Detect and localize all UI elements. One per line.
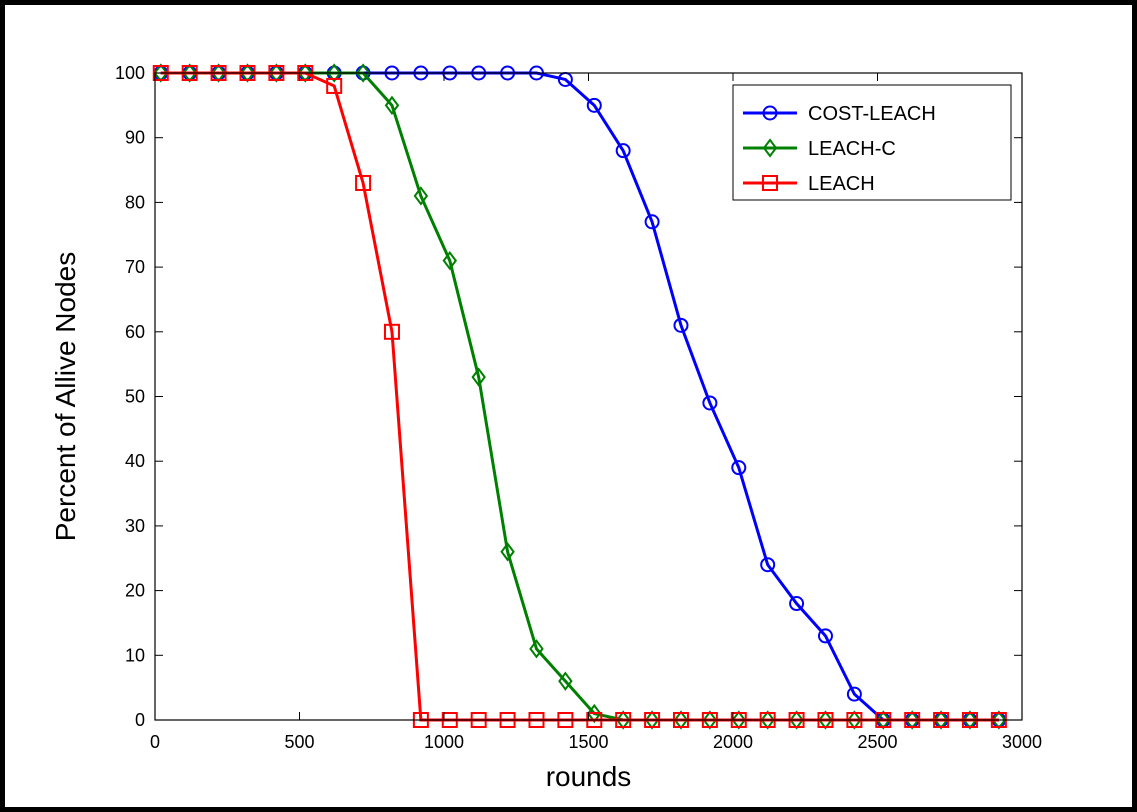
data-point [587, 703, 602, 724]
y-tick-label: 100 [115, 63, 145, 83]
data-point [326, 77, 343, 94]
legend: COST-LEACH LEACH-C LEACH [732, 84, 1012, 201]
x-tick-label: 1500 [568, 732, 608, 752]
data-point [384, 95, 400, 116]
legend-item: LEACH-C [743, 138, 896, 160]
data-point [644, 214, 660, 230]
axis-ticks: 0 500 1000 1500 2000 2500 3000 0 10 20 30 40 50 60 70 8… [115, 63, 1042, 752]
y-tick-label: 90 [125, 128, 145, 148]
data-point [355, 63, 371, 83]
data-point [846, 686, 862, 702]
data-point [615, 143, 631, 159]
x-tick-label: 0 [150, 732, 160, 752]
data-point [383, 323, 400, 340]
data-point [586, 97, 602, 113]
data-point [500, 542, 515, 562]
y-tick-label: 50 [125, 387, 145, 407]
y-tick-label: 0 [135, 710, 145, 730]
data-point [673, 317, 689, 333]
y-tick-label: 30 [125, 516, 145, 536]
legend-marker [762, 138, 778, 158]
data-point [731, 460, 747, 476]
line-chart: 0 500 1000 1500 2000 2500 3000 0 10 20 30 40 50 60 70 8… [50, 63, 1042, 792]
x-tick-label: 2000 [713, 732, 753, 752]
data-point [529, 639, 544, 659]
data-point [355, 174, 372, 191]
y-tick-label: 80 [125, 192, 145, 212]
data-point [760, 557, 776, 573]
data-point [558, 671, 573, 691]
x-tick-label: 3000 [1002, 732, 1042, 752]
data-point [817, 628, 833, 644]
data-point [471, 367, 486, 387]
x-tick-label: 1000 [424, 732, 464, 752]
data-point [789, 596, 805, 612]
data-point [413, 186, 429, 206]
legend-label: LEACH-C [808, 138, 896, 160]
y-tick-label: 40 [125, 451, 145, 471]
legend-marker [762, 105, 778, 121]
y-axis-label: Percent of Allive Nodes [50, 252, 81, 542]
y-tick-label: 60 [125, 322, 145, 342]
x-axis-label: rounds [546, 761, 632, 792]
legend-item: COST-LEACH [743, 103, 936, 125]
y-tick-label: 10 [125, 645, 145, 665]
legend-item: LEACH [743, 173, 875, 195]
legend-label: LEACH [808, 173, 875, 195]
y-tick-label: 70 [125, 257, 145, 277]
legend-box [732, 84, 1012, 201]
y-tick-label: 20 [125, 581, 145, 601]
x-tick-label: 500 [284, 732, 314, 752]
figure-frame: 0 500 1000 1500 2000 2500 3000 0 10 20 30 40 50 60 70 8… [5, 5, 1132, 807]
data-point [442, 250, 458, 271]
data-point [702, 395, 718, 411]
x-tick-label: 2500 [857, 732, 897, 752]
legend-marker [762, 175, 778, 191]
legend-label: COST-LEACH [808, 103, 936, 125]
data-point [326, 63, 342, 83]
